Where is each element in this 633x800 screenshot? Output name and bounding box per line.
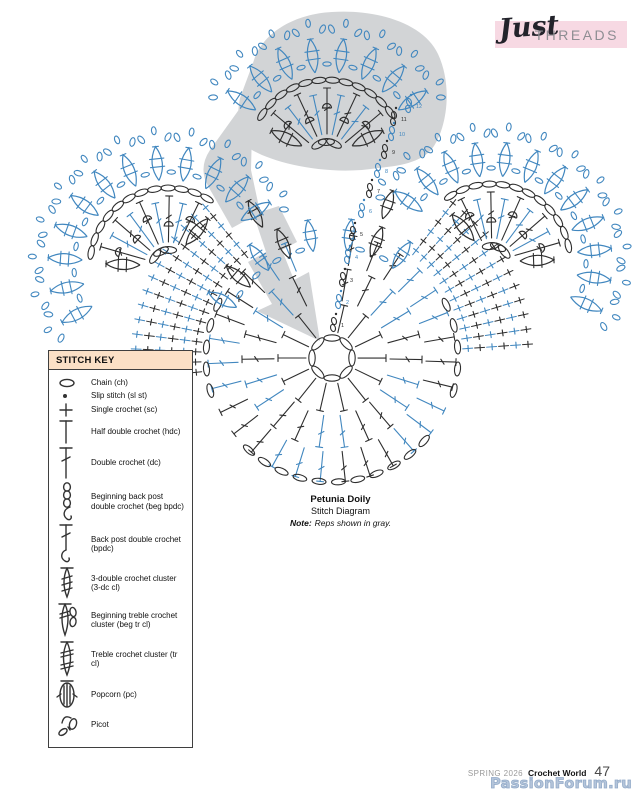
svg-text:12: 12 bbox=[416, 104, 422, 110]
key-label: Beginning back post double crochet (beg … bbox=[91, 491, 184, 511]
key-label: Picot bbox=[91, 720, 109, 730]
footer-magazine: Crochet World bbox=[528, 768, 587, 778]
page-footer: SPRING 2026 Crochet World 47 bbox=[468, 763, 610, 779]
stitch-key-list: Chain (ch) Slip stitch (sl st) Single cr… bbox=[49, 370, 192, 744]
diagram-caption: Petunia Doily Stitch Diagram Note: Reps s… bbox=[248, 494, 433, 528]
caption-title: Petunia Doily bbox=[310, 494, 371, 505]
footer-page-number: 47 bbox=[594, 763, 610, 779]
picot-icon bbox=[58, 716, 78, 737]
key-row-tr-cluster: Treble crochet cluster (tr cl) bbox=[49, 640, 192, 678]
note-text: Reps shown in gray. bbox=[314, 518, 392, 528]
key-label: Double crochet (dc) bbox=[91, 457, 161, 467]
three-double-crochet-cluster-icon bbox=[60, 567, 74, 600]
caption-subtitle: Stitch Diagram bbox=[310, 506, 371, 516]
stitch-key-box: STITCH KEY Chain (ch) Slip stitch (sl st… bbox=[48, 350, 193, 748]
key-label: Back post double crochet (bpdc) bbox=[91, 534, 181, 554]
svg-text:3: 3 bbox=[350, 278, 353, 284]
stitch-key-title: STITCH KEY bbox=[49, 351, 192, 370]
single-crochet-icon bbox=[59, 403, 73, 417]
key-row-double-crochet: Double crochet (dc) bbox=[49, 446, 192, 480]
svg-text:7: 7 bbox=[377, 189, 380, 195]
key-label: Treble crochet cluster (tr cl) bbox=[91, 649, 178, 669]
key-label: Half double crochet (hdc) bbox=[91, 426, 181, 436]
treble-crochet-cluster-icon bbox=[60, 641, 74, 678]
popcorn-icon bbox=[56, 680, 78, 708]
footer-season: SPRING 2026 bbox=[467, 769, 524, 778]
svg-text:6: 6 bbox=[369, 209, 372, 215]
svg-text:11: 11 bbox=[401, 117, 407, 123]
svg-text:5: 5 bbox=[360, 232, 363, 238]
slip-stitch-icon bbox=[63, 393, 67, 398]
banner-caps-word: THREADS bbox=[534, 27, 619, 43]
key-row-slip-stitch: Slip stitch (sl st) bbox=[49, 391, 192, 401]
svg-text:8: 8 bbox=[385, 169, 388, 175]
petal-fans bbox=[27, 18, 632, 343]
chain-icon bbox=[59, 378, 75, 388]
stitch-bands bbox=[130, 199, 534, 383]
key-row-3dc-cluster: 3-double crochet cluster (3-dc cl) bbox=[49, 566, 192, 600]
key-row-beg-bpdc: Beginning back post double crochet (beg … bbox=[49, 481, 192, 523]
key-row-single-crochet: Single crochet (sc) bbox=[49, 402, 192, 418]
just-threads-banner: Just THREADS bbox=[495, 10, 627, 48]
key-label: Beginning treble crochet cluster (beg tr… bbox=[91, 610, 178, 630]
key-row-picot: Picot bbox=[49, 712, 192, 738]
back-post-double-crochet-icon bbox=[59, 524, 73, 563]
half-double-crochet-icon bbox=[59, 420, 73, 444]
key-label: Slip stitch (sl st) bbox=[91, 391, 148, 401]
center-wheel bbox=[202, 234, 462, 486]
svg-text:9: 9 bbox=[392, 150, 395, 156]
svg-text:2: 2 bbox=[346, 300, 349, 306]
key-row-beg-tr-cluster: Beginning treble crochet cluster (beg tr… bbox=[49, 601, 192, 639]
watermark: PassionForum.ru bbox=[490, 776, 632, 793]
key-label: Chain (ch) bbox=[91, 378, 128, 388]
key-label: Single crochet (sc) bbox=[91, 405, 158, 415]
beginning-back-post-double-crochet-icon bbox=[62, 481, 72, 520]
key-row-bpdc: Back post double crochet (bpdc) bbox=[49, 523, 192, 565]
key-row-popcorn: Popcorn (pc) bbox=[49, 679, 192, 711]
beginning-treble-crochet-cluster-icon bbox=[58, 603, 77, 638]
key-label: Popcorn (pc) bbox=[91, 690, 137, 700]
double-crochet-icon bbox=[59, 446, 73, 479]
svg-text:1: 1 bbox=[341, 323, 344, 329]
key-row-half-double-crochet: Half double crochet (hdc) bbox=[49, 419, 192, 445]
key-row-chain: Chain (ch) bbox=[49, 376, 192, 390]
caption-note: Note: Reps shown in gray. bbox=[248, 518, 433, 528]
svg-text:4: 4 bbox=[355, 255, 358, 261]
svg-text:10: 10 bbox=[399, 132, 405, 138]
cluster-arcs bbox=[206, 189, 414, 308]
note-label: Note: bbox=[289, 518, 312, 528]
key-label: 3-double crochet cluster (3-dc cl) bbox=[91, 573, 177, 593]
